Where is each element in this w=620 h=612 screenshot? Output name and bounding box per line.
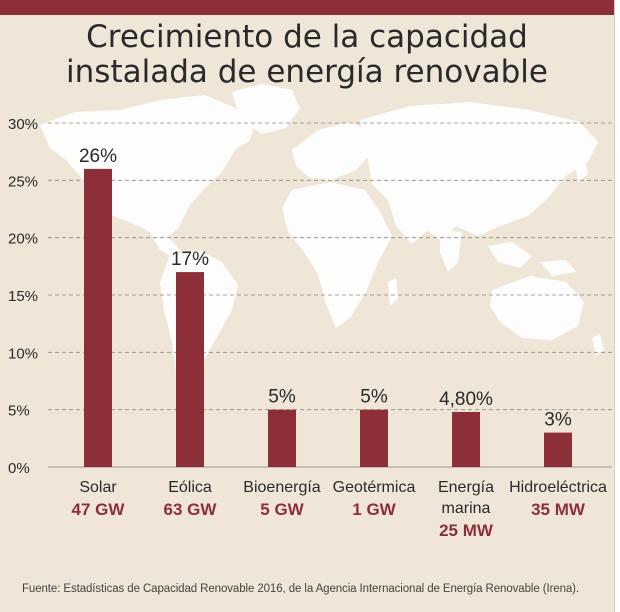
y-tick-label: 20%	[8, 231, 38, 248]
y-tick-label: 10%	[8, 345, 38, 362]
bars	[84, 168, 572, 467]
value-label: 17%	[171, 249, 209, 270]
category-label: marina	[442, 500, 491, 517]
category-label: Geotérmica	[333, 479, 416, 496]
chart-title-line-2: instalada de energía renovable	[66, 54, 548, 90]
bar	[268, 409, 296, 467]
value-label: 5%	[268, 387, 296, 408]
category-label: Bioenergía	[243, 479, 320, 496]
y-tick-label: 0%	[8, 460, 30, 477]
value-labels: 26% 17% 5% 5% 4,80% 3%	[79, 146, 572, 431]
category-label: Energía	[438, 479, 494, 496]
category-label: Eólica	[168, 479, 212, 496]
capacity-label: 63 GW	[164, 500, 218, 519]
value-label: 26%	[79, 146, 117, 167]
y-tick-label: 15%	[8, 288, 38, 305]
bar	[452, 411, 480, 467]
category-label: Solar	[79, 479, 117, 496]
y-tick-label: 25%	[8, 173, 38, 190]
category-label: Hidroeléctrica	[509, 479, 607, 496]
source-note: Fuente: Estadísticas de Capacidad Renova…	[22, 583, 580, 595]
capacity-label: 35 MW	[531, 500, 586, 519]
y-axis-ticks: 0% 5% 10% 15% 20% 25% 30%	[8, 116, 38, 477]
bar	[360, 409, 388, 467]
y-tick-label: 30%	[8, 116, 38, 133]
value-label: 5%	[360, 387, 388, 408]
chart-title-line-1: Crecimiento de la capacidad	[86, 19, 528, 55]
category-labels: Solar 47 GW Eólica 63 GW Bioenergía 5 GW Geoté…	[72, 479, 607, 540]
capacity-label: 47 GW	[72, 500, 126, 519]
capacity-label: 25 MW	[439, 521, 494, 540]
bar	[84, 168, 112, 467]
bar	[176, 272, 204, 467]
y-tick-label: 5%	[8, 403, 30, 420]
capacity-label: 5 GW	[260, 500, 304, 519]
bar	[544, 432, 572, 467]
gridlines	[48, 122, 612, 468]
chart-title: Crecimiento de la capacidad instalada de…	[0, 20, 614, 90]
value-label: 4,80%	[439, 389, 493, 410]
top-accent-bar	[0, 0, 614, 15]
capacity-label: 1 GW	[352, 500, 396, 519]
value-label: 3%	[544, 410, 572, 431]
